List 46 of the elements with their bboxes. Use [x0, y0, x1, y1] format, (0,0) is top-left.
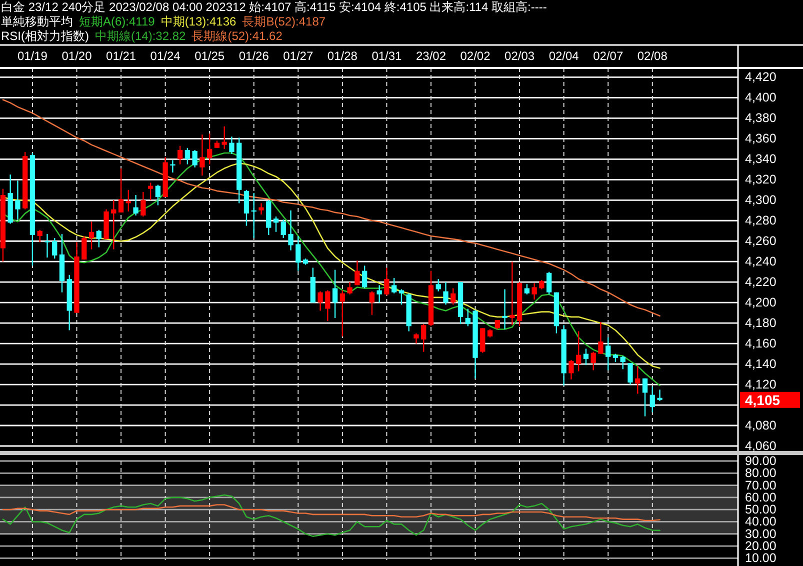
- y-tick-label: 4,160: [745, 336, 776, 351]
- y-tick-label: 4,140: [745, 357, 776, 372]
- y-tick-label: 4,180: [745, 316, 776, 330]
- y-tick-label: 4,200: [745, 296, 776, 310]
- chart-title: 白金 23/12 240分足 2023/02/08 04:00 202312 始:4107 高:4115 安:4104 終:4105 出来高:114 取組高:----: [1, 0, 547, 14]
- y-tick-label: 4,360: [745, 132, 776, 146]
- x-tick-label: 01/26: [238, 49, 270, 63]
- y-tick-label: 4,280: [745, 214, 776, 228]
- y-tick-label: 4,220: [745, 275, 776, 290]
- y-tick-label: 4,320: [745, 172, 776, 187]
- y-tick-label: 60.00: [745, 490, 776, 504]
- y-tick-label: 4,300: [745, 193, 776, 208]
- x-tick-label: 01/20: [62, 49, 92, 63]
- x-tick-label: 02/03: [504, 49, 535, 63]
- x-tick-label: 01/25: [194, 49, 225, 63]
- x-tick-label: 01/21: [106, 49, 136, 63]
- x-tick-label: 02/02: [460, 49, 491, 63]
- y-tick-label: 4,120: [745, 378, 776, 392]
- y-tick-label: 4,080: [745, 418, 776, 433]
- y-tick-label: 40.00: [745, 514, 776, 529]
- y-tick-label: 4,340: [745, 152, 776, 166]
- y-tick-label: 4,380: [745, 111, 776, 126]
- y-tick-label: 4,260: [745, 234, 776, 248]
- x-tick-label: 01/19: [17, 49, 48, 63]
- y-tick-label: 80.00: [745, 466, 776, 480]
- x-tick-label: 01/28: [327, 49, 358, 63]
- x-tick-label: 01/27: [283, 49, 314, 63]
- legend: 単純移動平均 短期A(6):4119 中期(13):4136 長期B(52):4187: [1, 14, 326, 28]
- y-tick-label: 30.00: [745, 526, 776, 541]
- x-tick-label: 01/24: [150, 49, 181, 63]
- y-tick-label: 4,240: [745, 254, 776, 269]
- y-tick-label: 70.00: [745, 478, 776, 492]
- y-tick-label: 4,420: [745, 70, 776, 84]
- y-tick-label: 4,400: [745, 90, 776, 105]
- x-tick-label: 02/04: [548, 49, 580, 63]
- y-tick-label: 50.00: [745, 502, 776, 517]
- y-tick-label: 20.00: [745, 539, 776, 554]
- y-tick-label: 90.00: [745, 454, 776, 468]
- y-tick-label: 10.00: [745, 551, 776, 566]
- legend: RSI(相対力指数) 中期線(14):32.82 長期線(52):41.62: [1, 29, 282, 43]
- x-tick-label: 02/07: [593, 49, 624, 63]
- y-tick-label: 4,060: [745, 439, 776, 453]
- x-tick-label: 01/31: [372, 49, 402, 63]
- x-tick-label: 02/08: [637, 49, 668, 63]
- price-tag: 4,105: [740, 392, 800, 408]
- x-tick-label: 23/02: [416, 49, 446, 63]
